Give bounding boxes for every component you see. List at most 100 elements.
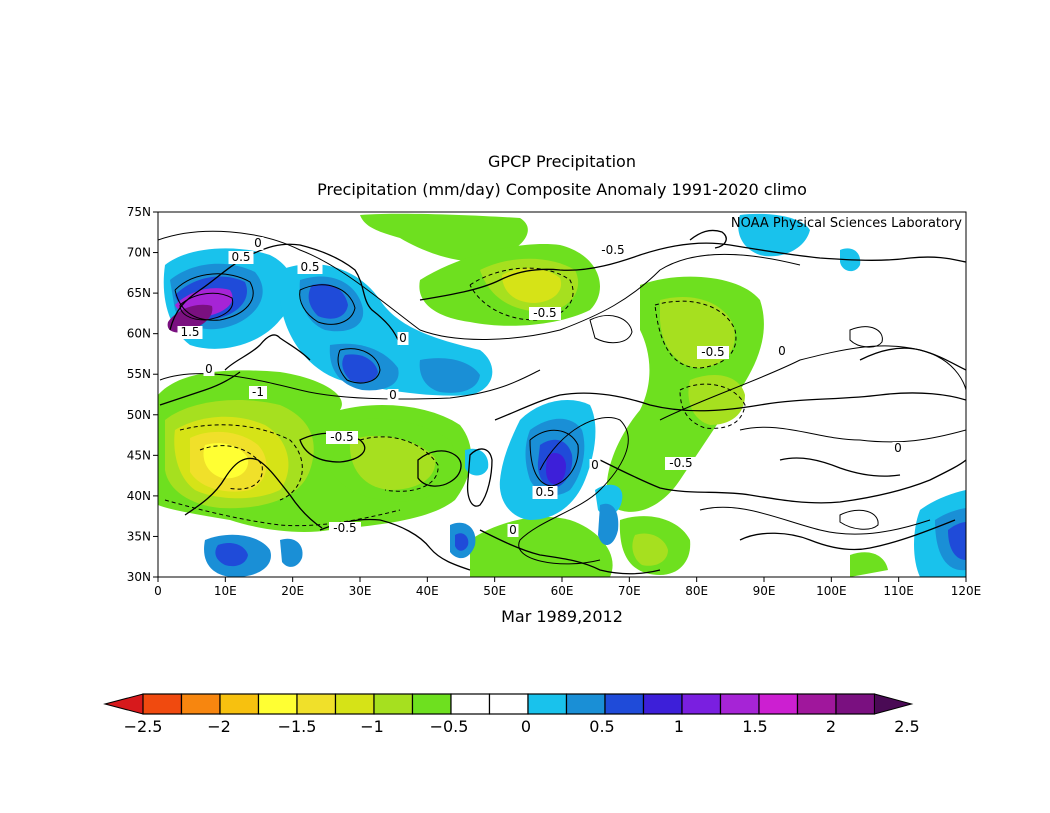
colorbar-left-arrow — [103, 693, 144, 715]
coastline-path — [417, 450, 462, 487]
contour-line — [529, 429, 579, 487]
contour-label: 0.5 — [300, 260, 319, 274]
colorbar-swatch — [257, 693, 298, 715]
colorbar-swatch — [719, 693, 760, 715]
contour-label: 0.5 — [535, 485, 554, 499]
contour-line — [158, 230, 801, 340]
contour-label: 0 — [254, 236, 262, 250]
contour-line — [174, 273, 254, 321]
colorbar-swatch — [411, 693, 452, 715]
contour-label: 0 — [894, 441, 902, 455]
lon-tick-label: 120E — [951, 584, 982, 598]
contour-line — [839, 509, 879, 530]
lat-tick-label: 75N — [127, 205, 151, 219]
anomaly-region — [167, 304, 213, 333]
contour-label-bg — [532, 486, 558, 499]
contour-label: -0.5 — [601, 243, 624, 257]
contour-line — [739, 426, 966, 443]
colorbar-swatch — [527, 693, 568, 715]
contour-label: 0 — [591, 458, 599, 472]
anomaly-region — [308, 283, 348, 319]
lat-tick-label: 50N — [127, 408, 151, 422]
lon-tick-label: 80E — [685, 584, 708, 598]
anomaly-region — [349, 436, 436, 490]
credit-label: NOAA Physical Sciences Laboratory — [731, 216, 962, 231]
contour-line — [159, 369, 541, 400]
colorbar-swatch — [334, 693, 375, 715]
lon-tick-label: 110E — [883, 584, 914, 598]
anomaly-region — [280, 538, 303, 567]
colorbar-label: −1 — [360, 717, 384, 736]
coastline-path — [319, 518, 471, 571]
contour-line — [179, 292, 234, 321]
contour-label: 1.5 — [180, 325, 199, 339]
latitude-axis: 30N 35N 40N 45N 50N 55N 60N 65N 70N 75N — [127, 205, 158, 584]
anomaly-region — [850, 552, 888, 577]
contour-label: -0.5 — [330, 430, 353, 444]
colorbar-swatch — [450, 693, 491, 715]
coastline-path — [859, 347, 966, 371]
lon-tick-label: 90E — [753, 584, 776, 598]
lat-tick-label: 35N — [127, 529, 151, 543]
lat-tick-label: 30N — [127, 570, 151, 584]
coastline-path — [159, 371, 241, 406]
anomaly-region — [948, 522, 966, 560]
anomaly-region — [215, 543, 248, 567]
coastline-path — [479, 529, 661, 575]
contour-label-bg — [228, 251, 254, 264]
contour-label-bg — [665, 457, 697, 470]
contour-label: 0.5 — [231, 250, 250, 264]
coastline-path — [739, 519, 956, 551]
contour-label-bg — [507, 524, 519, 537]
colorbar-label: 2.5 — [894, 717, 919, 736]
contour-label-bg — [697, 346, 729, 359]
lat-tick-label: 70N — [127, 246, 151, 260]
coastline-path — [779, 457, 901, 477]
contour-label-bg — [529, 307, 561, 320]
contour-label-bg — [329, 522, 361, 535]
colorbar-swatch — [488, 693, 529, 715]
contour-line — [164, 499, 401, 527]
colorbar: −2.5 −2 −1.5 −1 −0.5 0 0.5 1 1.5 2 2.5 — [103, 693, 920, 736]
contour-label: 0 — [778, 344, 786, 358]
contour-line — [337, 348, 381, 384]
coastline-path — [224, 334, 311, 371]
coastline-path — [689, 229, 727, 249]
contour-label-layer: 0 0.5 0.5 1.5 -1 0 -0.5 -0.5 0 -0.5 -0.5 0 0.5 0 -0.5 0… — [177, 236, 904, 537]
lon-tick-label: 0 — [154, 584, 162, 598]
contour-label-bg — [249, 386, 267, 399]
colorbar-swatch — [604, 693, 645, 715]
colorbar-label: −2 — [207, 717, 231, 736]
coastline-path — [169, 243, 401, 346]
colorbar-swatch — [642, 693, 683, 715]
lat-tick-label: 55N — [127, 367, 151, 381]
colorbar-right-arrow — [874, 693, 914, 715]
contour-line — [589, 315, 633, 344]
longitude-axis: 0 10E 20E 30E 40E 50E 60E 70E 80E 90E 100E 110E 120E — [154, 577, 981, 598]
colorbar-label: 0.5 — [589, 717, 614, 736]
lat-tick-label: 45N — [127, 448, 151, 462]
anomaly-region — [632, 533, 668, 566]
contour-label-bg — [597, 244, 629, 257]
contour-label-bg — [387, 389, 399, 402]
coastline-path — [184, 457, 323, 529]
anomaly-region — [502, 268, 562, 303]
contour-line — [199, 445, 263, 490]
lon-tick-label: 60E — [551, 584, 574, 598]
contour-label-bg — [397, 332, 409, 345]
anomaly-region — [465, 448, 489, 476]
lon-tick-label: 10E — [214, 584, 237, 598]
anomaly-region — [688, 375, 745, 425]
contour-line — [359, 436, 439, 492]
colorbar-label: 0 — [521, 717, 531, 736]
contour-label: -1 — [252, 385, 264, 399]
contour-label-bg — [326, 431, 358, 444]
colorbar-label: −2.5 — [124, 717, 163, 736]
colorbar-swatch — [296, 693, 337, 715]
contour-label: 0 — [399, 331, 407, 345]
colorbar-swatch — [219, 693, 260, 715]
map-title: GPCP Precipitation — [488, 152, 636, 171]
contour-line — [849, 326, 883, 348]
map-subtitle: Precipitation (mm/day) Composite Anomaly… — [317, 180, 807, 199]
colorbar-swatch — [796, 693, 837, 715]
